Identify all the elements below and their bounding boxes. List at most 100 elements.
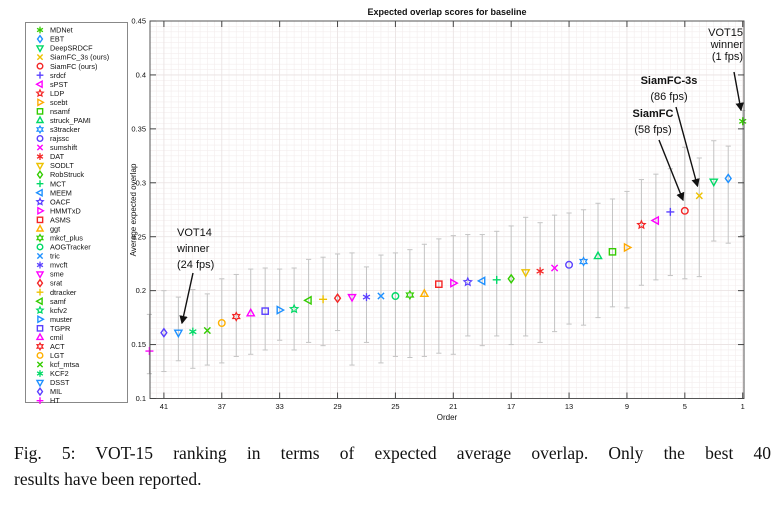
legend-label: s3tracker	[50, 125, 81, 134]
error-bar-RobStruck	[508, 225, 514, 346]
legend-label: ASMS	[50, 215, 71, 224]
legend-label: kcf_mtsa	[50, 360, 80, 369]
error-bar-HT	[146, 313, 153, 375]
error-bar-DeepSRDCF	[711, 140, 717, 242]
caption-line-2: results have been reported.	[14, 469, 202, 489]
data-point-AOGTracker	[391, 292, 400, 301]
y-axis-label: Average expected overlap	[129, 163, 138, 256]
data-point-cmil	[245, 307, 256, 317]
legend-item-ggt: ggt	[35, 224, 60, 233]
error-bar-ACT	[233, 273, 239, 357]
legend-label: DAT	[50, 152, 65, 161]
error-bar-samf	[306, 258, 312, 343]
y-tick-label: 0.15	[131, 340, 146, 349]
error-bar-ggt	[421, 243, 427, 357]
data-point-OACF	[462, 276, 473, 287]
legend-item-MEEM: MEEM	[35, 188, 72, 197]
error-bar-sumshift	[551, 214, 558, 333]
data-point-mvcft	[362, 293, 371, 302]
legend-label: srdcf	[50, 71, 67, 80]
data-point-dtracker	[319, 295, 328, 304]
legend-item-nsamf: nsamf	[36, 107, 71, 116]
legend-label: OACF	[50, 197, 71, 206]
error-bar-DSST	[175, 296, 181, 362]
x-tick-label: 33	[275, 402, 283, 411]
legend-item-s3tracker: s3tracker	[35, 124, 81, 135]
annotation-text: VOT15	[708, 27, 743, 39]
error-bar-mvcft	[363, 266, 370, 343]
error-bar-tric	[378, 254, 384, 364]
legend-item-LGT: LGT	[36, 351, 65, 360]
data-point-samf	[303, 295, 312, 306]
axis-ticks	[150, 20, 744, 399]
data-point-ASMS	[435, 280, 443, 288]
data-point-LDP	[636, 219, 647, 230]
error-bar-cmil	[248, 268, 254, 355]
legend-label: dtracker	[50, 288, 77, 297]
legend-item-rajssc: rajssc	[36, 134, 69, 143]
legend-label: SiamFC (ours)	[50, 62, 97, 71]
data-point-sumshift	[550, 264, 559, 272]
legend-item-ASMS: ASMS	[36, 215, 71, 224]
error-bar-nsamf	[609, 198, 616, 308]
legend-item-struck_PAMI: struck_PAMI	[35, 115, 91, 125]
data-point-tric	[377, 292, 385, 300]
legend-item-srdcf: srdcf	[36, 71, 67, 80]
legend-item-mkcf_plus: mkcf_plus	[35, 233, 83, 243]
legend-item-EBT: EBT	[36, 34, 65, 44]
y-tick-label: 0.45	[131, 17, 146, 26]
legend-label: RobStruck	[50, 170, 84, 179]
data-point-rajssc	[565, 260, 574, 269]
error-bar-EBT	[725, 145, 731, 244]
legend-item-cmil: cmil	[35, 332, 63, 342]
legend-item-kcfv2: kcfv2	[35, 305, 67, 315]
error-bar-AOGTracker	[392, 252, 399, 357]
legend-item-SODLT: SODLT	[35, 161, 74, 171]
annotation-text: (58 fps)	[634, 124, 671, 136]
x-tick-label: 5	[683, 402, 687, 411]
legend-label: SiamFC_3s (ours)	[50, 53, 109, 62]
legend-item-DSST: DSST	[35, 378, 70, 388]
data-point-srdcf	[666, 207, 675, 216]
legend-item-srat: srat	[36, 278, 62, 288]
error-bar-DAT	[537, 222, 543, 343]
legend-label: MDNet	[50, 26, 73, 35]
y-tick-label: 0.4	[136, 71, 146, 80]
data-point-sPST	[650, 215, 660, 226]
error-bar-MEEM	[479, 234, 485, 347]
legend-item-TGPR: TGPR	[36, 324, 70, 333]
plot-border	[149, 20, 745, 399]
error-bars	[146, 110, 746, 375]
legend-label: sPST	[50, 80, 68, 89]
legend-label: HMMTxD	[50, 206, 81, 215]
error-bar-struck_PAMI	[595, 202, 601, 319]
error-bar-mkcf_plus	[407, 249, 413, 359]
legend-item-tric: tric	[36, 252, 60, 261]
data-points	[145, 117, 747, 356]
error-bar-srat	[334, 253, 341, 332]
data-point-DAT	[536, 267, 544, 276]
legend-item-OACF: OACF	[35, 196, 71, 206]
caption-line-1: Fig. 5: VOT-15 ranking in terms of expec…	[14, 443, 771, 463]
legend-label: MCT	[50, 179, 66, 188]
legend-label: struck_PAMI	[50, 116, 91, 125]
annotation-text: (24 fps)	[177, 259, 214, 271]
legend-item-HMMTxD: HMMTxD	[37, 206, 81, 215]
error-bar-muster	[277, 268, 283, 341]
data-point-nsamf	[608, 247, 617, 256]
legend-item-mvcft: mvcft	[36, 261, 67, 270]
legend-item-ACT: ACT	[35, 341, 65, 352]
legend-label: tric	[50, 252, 60, 261]
data-point-SODLT	[520, 269, 531, 278]
legend-label: ggt	[50, 224, 60, 233]
legend-item-SiamFC_3s: SiamFC_3s (ours)	[36, 53, 109, 62]
x-tick-label: 29	[333, 402, 341, 411]
legend-label: LGT	[50, 351, 65, 360]
y-tick-label: 0.35	[131, 124, 146, 133]
error-bar-LDP	[638, 179, 645, 286]
y-tick-label: 0.3	[136, 178, 146, 187]
data-point-ggt	[419, 288, 430, 298]
error-bar-kcf_mtsa	[204, 293, 210, 366]
